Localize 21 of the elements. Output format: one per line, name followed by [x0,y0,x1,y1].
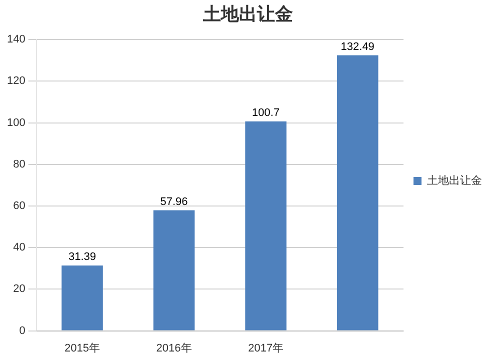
y-tick-label: 80 [13,158,26,170]
y-tick-label: 0 [19,324,26,337]
bar [336,55,378,330]
bar [245,121,286,330]
y-tick-label: 100 [6,116,26,129]
bar [62,266,103,330]
data-label: 57.96 [160,196,188,208]
legend-label: 土地出让金 [427,174,482,188]
bar [153,210,195,330]
y-tick-label: 20 [13,283,26,296]
y-tick-label: 140 [6,34,26,46]
data-label: 100.7 [252,106,280,119]
x-tick-label: 2017年 [248,342,284,354]
data-label: 31.39 [68,251,96,264]
y-tick-label: 40 [13,242,26,254]
data-label: 132.49 [340,40,374,53]
x-tick-label: 2015年 [64,342,100,354]
x-tick-label: 2016年 [156,342,192,354]
y-tick-label: 60 [13,200,26,212]
chart-title: 土地出让金 [202,4,293,24]
y-tick-label: 120 [6,75,26,88]
